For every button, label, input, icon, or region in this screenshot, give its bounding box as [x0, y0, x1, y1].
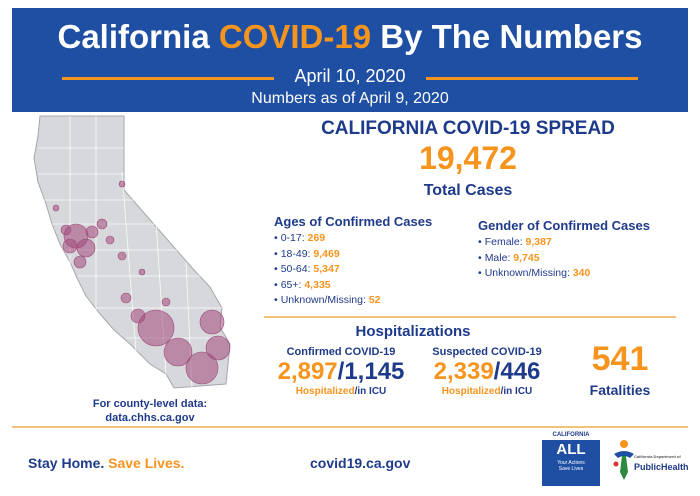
map-caption: For county-level data: data.chhs.ca.gov	[60, 397, 240, 425]
map-bubble	[205, 335, 231, 361]
covid-website-link[interactable]: covid19.ca.gov	[310, 455, 411, 471]
suspected-hospitalized: 2,339	[433, 358, 494, 385]
ca-all-box: ALL Your Actions Save Lives	[542, 440, 600, 486]
fatalities-value: 541	[591, 340, 649, 378]
date-divider-left	[62, 77, 274, 80]
county-data-link[interactable]: data.chhs.ca.gov	[105, 412, 195, 424]
section-divider	[264, 316, 676, 318]
gender-heading: Gender of Confirmed Cases	[478, 218, 650, 233]
map-bubble	[117, 251, 127, 261]
cdph-text: California Department of PublicHealth	[634, 454, 689, 472]
ages-list: 0-17: 269 18-49: 9,469 50-64: 5,347 65+:…	[274, 231, 381, 309]
map-bubble	[185, 351, 219, 385]
stay-home-slogan: Stay Home. Save Lives.	[28, 455, 185, 471]
gender-list: Female: 9,387 Male: 9,745 Unknown/Missin…	[478, 235, 591, 282]
suspected-label: Suspected COVID-19	[432, 346, 542, 358]
list-item: Male: 9,745	[478, 251, 590, 267]
numbers-as-of: Numbers as of April 9, 2020	[251, 90, 449, 107]
title-highlight: COVID-19	[218, 18, 372, 55]
suspected-icu: 446	[500, 358, 541, 385]
map-bubble	[118, 180, 126, 188]
confirmed-hosp-block: Confirmed COVID-19 2,897/1,145 Hospitali…	[270, 346, 412, 397]
ca-all-top: CALIFORNIA	[552, 432, 590, 438]
map-bubble	[161, 297, 171, 307]
list-item: 65+: 4,335	[274, 278, 381, 294]
map-bubble	[120, 292, 132, 304]
map-bubble	[163, 337, 193, 367]
suspected-hosp-block: Suspected COVID-19 2,339/446 Hospitalize…	[420, 346, 554, 397]
total-cases-value: 19,472	[419, 140, 517, 176]
confirmed-sub: Hospitalized/in ICU	[295, 386, 387, 397]
date-divider-right	[426, 77, 638, 80]
title-prefix: California	[57, 18, 210, 55]
map-bubble	[138, 268, 146, 276]
list-item: Unknown/Missing: 52	[274, 293, 381, 309]
california-outline	[33, 115, 231, 389]
page-title: California COVID-19 By The Numbers	[12, 18, 688, 56]
list-item: Unknown/Missing: 340	[478, 266, 591, 282]
map-bubble	[137, 309, 175, 347]
map-bubble	[96, 218, 108, 230]
list-item: Female: 9,387	[478, 235, 590, 251]
fatalities-label: Fatalities	[589, 382, 651, 398]
map-bubble	[52, 204, 60, 212]
header-banner: California COVID-19 By The Numbers April…	[12, 8, 688, 112]
map-bubble	[76, 238, 96, 258]
case-bubbles	[52, 180, 231, 385]
map-caption-label: For county-level data:	[92, 398, 208, 410]
suspected-sub: Hospitalized/in ICU	[441, 386, 533, 397]
list-item: 50-64: 5,347	[274, 262, 381, 278]
cdph-logo: California Department of PublicHealth	[612, 438, 694, 488]
ages-heading: Ages of Confirmed Cases	[274, 214, 433, 229]
confirmed-hospitalized: 2,897	[277, 358, 338, 385]
public-health-figure-icon	[613, 440, 634, 480]
confirmed-label: Confirmed COVID-19	[286, 346, 396, 358]
map-bubble	[73, 255, 87, 269]
total-cases-label: Total Cases	[423, 182, 513, 199]
confirmed-icu: 1,145	[344, 358, 405, 385]
list-item: 18-49: 9,469	[274, 247, 381, 263]
footer-divider	[12, 426, 688, 428]
date-row: April 10, 2020	[12, 66, 688, 90]
list-item: 0-17: 269	[274, 231, 381, 247]
title-suffix: By The Numbers	[380, 18, 643, 55]
map-bubble	[85, 225, 99, 239]
map-bubble	[130, 308, 146, 324]
map-bubble	[62, 238, 78, 254]
map-bubble	[105, 235, 115, 245]
map-bubble	[199, 309, 225, 335]
california-map	[33, 115, 231, 389]
california-all-logo: CALIFORNIA ALL Your Actions Save Lives	[542, 432, 600, 490]
spread-title: CALIFORNIA COVID-19 SPREAD	[321, 118, 615, 139]
hospitalizations-heading: Hospitalizations	[355, 323, 471, 340]
report-date: April 10, 2020	[294, 66, 406, 86]
confirmed-numbers: 2,897/1,145	[277, 358, 405, 385]
map-bubble	[60, 224, 72, 236]
suspected-numbers: 2,339/446	[433, 358, 541, 385]
